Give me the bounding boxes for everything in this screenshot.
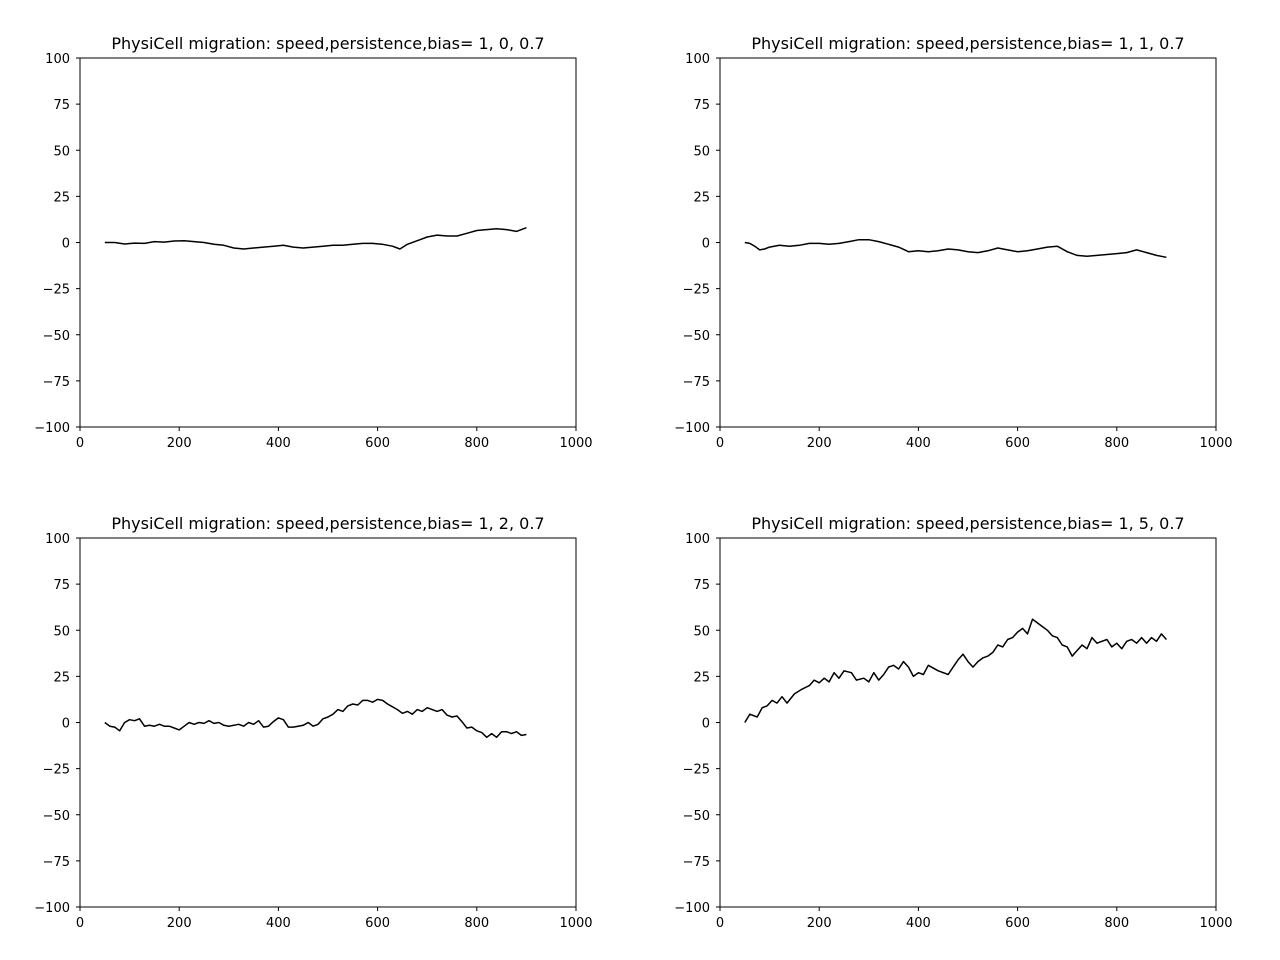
- y-tick-label: 75: [53, 578, 70, 593]
- subplot-1: PhysiCell migration: speed,persistence,b…: [34, 34, 592, 451]
- x-tick-label: 200: [807, 436, 832, 451]
- x-tick-label: 800: [1104, 436, 1129, 451]
- y-tick-label: −75: [683, 375, 710, 390]
- x-tick-label: 400: [266, 436, 291, 451]
- y-tick-label: 100: [45, 52, 70, 67]
- x-tick-label: 0: [716, 916, 724, 931]
- x-tick-label: 800: [1104, 916, 1129, 931]
- x-tick-label: 0: [716, 436, 724, 451]
- y-tick-label: 75: [53, 98, 70, 113]
- y-tick-label: 25: [53, 670, 70, 685]
- y-tick-label: 100: [45, 532, 70, 547]
- y-tick-label: −25: [43, 763, 70, 778]
- y-tick-label: −25: [43, 283, 70, 298]
- y-tick-label: −75: [43, 375, 70, 390]
- x-tick-label: 600: [365, 436, 390, 451]
- x-tick-label: 600: [365, 916, 390, 931]
- subplot-title: PhysiCell migration: speed,persistence,b…: [111, 514, 544, 533]
- y-tick-label: 25: [693, 190, 710, 205]
- x-tick-label: 400: [906, 436, 931, 451]
- y-tick-label: −100: [674, 421, 710, 436]
- x-tick-label: 200: [167, 436, 192, 451]
- y-tick-label: 25: [53, 190, 70, 205]
- y-tick-label: −100: [674, 901, 710, 916]
- x-tick-label: 800: [464, 436, 489, 451]
- y-tick-label: −25: [683, 283, 710, 298]
- subplot-title: PhysiCell migration: speed,persistence,b…: [751, 514, 1184, 533]
- subplot-3: PhysiCell migration: speed,persistence,b…: [34, 514, 592, 931]
- x-tick-label: 1000: [1199, 436, 1232, 451]
- y-tick-label: −50: [683, 329, 710, 344]
- subplot-2: PhysiCell migration: speed,persistence,b…: [674, 34, 1232, 451]
- y-tick-label: 0: [62, 237, 70, 252]
- x-tick-label: 800: [464, 916, 489, 931]
- x-tick-label: 0: [76, 916, 84, 931]
- x-tick-label: 400: [266, 916, 291, 931]
- y-tick-label: −50: [43, 329, 70, 344]
- series-line: [744, 618, 1167, 723]
- y-tick-label: 100: [685, 52, 710, 67]
- y-tick-label: 50: [53, 144, 70, 159]
- y-tick-label: 50: [53, 624, 70, 639]
- y-tick-label: −75: [43, 855, 70, 870]
- y-tick-label: 50: [693, 624, 710, 639]
- y-tick-label: −75: [683, 855, 710, 870]
- x-tick-label: 400: [906, 916, 931, 931]
- y-tick-label: −100: [34, 421, 70, 436]
- series-line: [104, 226, 527, 250]
- y-tick-label: −25: [683, 763, 710, 778]
- y-tick-label: 25: [693, 670, 710, 685]
- y-tick-label: 0: [702, 237, 710, 252]
- x-tick-label: 600: [1005, 916, 1030, 931]
- x-tick-label: 0: [76, 436, 84, 451]
- x-tick-label: 200: [167, 916, 192, 931]
- subplot-title: PhysiCell migration: speed,persistence,b…: [751, 34, 1184, 53]
- y-tick-label: −50: [683, 809, 710, 824]
- y-tick-label: 75: [693, 98, 710, 113]
- x-tick-label: 600: [1005, 436, 1030, 451]
- x-tick-label: 1000: [1199, 916, 1232, 931]
- subplot-4: PhysiCell migration: speed,persistence,b…: [674, 514, 1232, 931]
- y-tick-label: 100: [685, 532, 710, 547]
- x-tick-label: 1000: [559, 916, 592, 931]
- series-line: [104, 698, 527, 739]
- y-tick-label: −50: [43, 809, 70, 824]
- x-tick-label: 200: [807, 916, 832, 931]
- y-tick-label: 50: [693, 144, 710, 159]
- y-tick-label: 75: [693, 578, 710, 593]
- y-tick-label: −100: [34, 901, 70, 916]
- subplot-title: PhysiCell migration: speed,persistence,b…: [111, 34, 544, 53]
- y-tick-label: 0: [702, 717, 710, 732]
- x-tick-label: 1000: [559, 436, 592, 451]
- y-tick-label: 0: [62, 717, 70, 732]
- series-line: [744, 238, 1167, 259]
